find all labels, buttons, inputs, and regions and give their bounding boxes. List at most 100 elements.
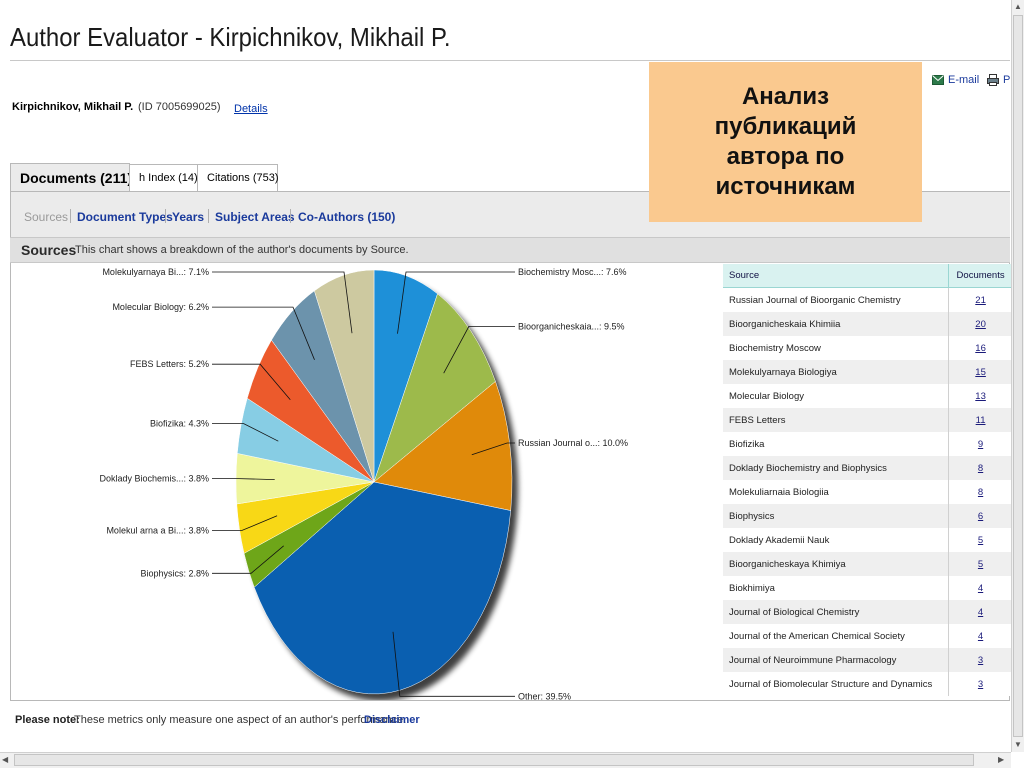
pie-leader-line (212, 478, 275, 480)
table-row: Biofizika 9 (723, 432, 1012, 456)
table-row: Doklady Biochemistry and Biophysics 8 (723, 456, 1012, 480)
source-name-cell: Doklady Biochemistry and Biophysics (723, 456, 949, 480)
source-name-cell: Molekulyarnaya Biologiya (723, 360, 949, 384)
source-name-cell: Journal of Biological Chemistry (723, 600, 949, 624)
scroll-right-arrow-icon[interactable]: ▶ (998, 755, 1005, 764)
pie-slice-label: FEBS Letters: 5.2% (130, 359, 209, 369)
section-title: Sources (21, 242, 77, 258)
header-source: Source (723, 264, 949, 288)
subnav-separator (208, 209, 209, 223)
section-header-bar (10, 237, 1010, 263)
document-count-link[interactable]: 8 (948, 480, 1012, 504)
table-row: Molekulyarnaya Biologiya 15 (723, 360, 1012, 384)
document-count-link[interactable]: 11 (948, 408, 1012, 432)
pie-leader-line (212, 423, 279, 442)
print-link[interactable]: Pr (987, 74, 1014, 86)
table-row: Bioorganicheskaia Khimiia 20 (723, 312, 1012, 336)
pie-slice[interactable] (373, 293, 496, 483)
source-name-cell: Biofizika (723, 432, 949, 456)
document-count-link[interactable]: 8 (948, 456, 1012, 480)
pie-leader-line (397, 271, 515, 334)
document-count-link[interactable]: 9 (948, 432, 1012, 456)
table-row: Biochemistry Moscow 16 (723, 336, 1012, 360)
pie-slice-label: Molecular Biology: 6.2% (112, 302, 209, 312)
subnav-years[interactable]: Years (172, 210, 205, 224)
details-link[interactable]: Details (234, 103, 268, 115)
document-count-link[interactable]: 16 (948, 336, 1012, 360)
pie-leader-line (212, 515, 278, 531)
author-id: (ID 7005699025) (138, 101, 221, 113)
table-row: Journal of the American Chemical Society… (723, 624, 1012, 648)
pie-labels: Biochemistry Mosc...: 7.6% Bioorganichesk… (99, 267, 628, 700)
source-name-cell: Journal of the American Chemical Society (723, 624, 949, 648)
subnav-co-authors[interactable]: Co-Authors (150) (298, 210, 396, 224)
tab-documents[interactable]: Documents (211) (10, 163, 133, 192)
document-count-link[interactable]: 4 (948, 600, 1012, 624)
document-count-link[interactable]: 13 (948, 384, 1012, 408)
document-count-link[interactable]: 4 (948, 624, 1012, 648)
source-name-cell: FEBS Letters (723, 408, 949, 432)
note-label: Please note: (15, 714, 80, 726)
document-count-link[interactable]: 20 (948, 312, 1012, 336)
pie-slice-label: Russian Journal o...: 10.0% (518, 438, 628, 448)
table-row: Journal of Neuroimmune Pharmacology 3 (723, 648, 1012, 672)
document-count-link[interactable]: 21 (948, 287, 1012, 312)
table-row: Journal of Biomolecular Structure and Dy… (723, 672, 1012, 696)
scroll-down-arrow-icon[interactable]: ▼ (1014, 740, 1022, 749)
sources-pie-chart: Biochemistry Mosc...: 7.6% Bioorganichesk… (99, 267, 628, 700)
disclaimer-link[interactable]: Disclaimer (364, 714, 420, 726)
document-count-link[interactable]: 3 (948, 672, 1012, 696)
table-row: Bioorganicheskaya Khimiya 5 (723, 552, 1012, 576)
tab-citations-label: Citations (753) (207, 172, 279, 184)
table-row: Biophysics 6 (723, 504, 1012, 528)
pie-slice-label: Biofizika: 4.3% (150, 419, 209, 429)
pie-slice-label: Other: 39.5% (518, 691, 571, 700)
section-description: This chart shows a breakdown of the auth… (75, 244, 409, 256)
source-name-cell: Journal of Biomolecular Structure and Dy… (723, 672, 949, 696)
table-row: Doklady Akademii Nauk 5 (723, 528, 1012, 552)
pie-slice[interactable] (253, 481, 512, 695)
subnav-sources[interactable]: Sources (24, 210, 69, 224)
pie-leader-line (212, 271, 353, 334)
subnav-separator (165, 209, 166, 223)
pie-slice[interactable] (373, 381, 513, 511)
table-row: Russian Journal of Bioorganic Chemistry 2… (723, 287, 1012, 312)
tab-h-index[interactable]: h Index (14) (129, 164, 198, 191)
pie-leader-line (392, 631, 515, 697)
subnav-separator (70, 209, 71, 223)
subnav-document-types[interactable]: Document Types (77, 210, 173, 224)
tab-documents-label: Documents (211) (20, 170, 133, 186)
email-icon (932, 75, 944, 85)
scroll-left-arrow-icon[interactable]: ◀ (2, 755, 9, 764)
pie-leader-line (443, 326, 515, 374)
subnav-subject-areas[interactable]: Subject Areas (215, 210, 295, 224)
source-name-cell: Biokhimiya (723, 576, 949, 600)
horizontal-scroll-thumb[interactable] (14, 754, 974, 766)
pie-slice[interactable] (373, 269, 438, 483)
pie-slices (235, 269, 513, 695)
pie-slice-label: Biophysics: 2.8% (140, 568, 209, 578)
table-row: Molekuliarnaia Biologiia 8 (723, 480, 1012, 504)
document-count-link[interactable]: 5 (948, 552, 1012, 576)
document-count-link[interactable]: 4 (948, 576, 1012, 600)
document-count-link[interactable]: 3 (948, 648, 1012, 672)
document-count-link[interactable]: 15 (948, 360, 1012, 384)
email-link[interactable]: E-mail (932, 74, 979, 86)
pie-slice[interactable] (314, 269, 375, 483)
vertical-scroll-thumb[interactable] (1013, 15, 1023, 737)
table-header-row: Source Documents (723, 264, 1012, 288)
source-name-cell: Biochemistry Moscow (723, 336, 949, 360)
scroll-up-arrow-icon[interactable]: ▲ (1014, 2, 1022, 11)
pie-slice-label: Molekulyarnaya Bi...: 7.1% (102, 267, 209, 277)
app-title: Author Evaluator - Kirpichnikov, Mikhail… (10, 22, 451, 52)
table-row: Biokhimiya 4 (723, 576, 1012, 600)
source-name-cell: Biophysics (723, 504, 949, 528)
document-count-link[interactable]: 5 (948, 528, 1012, 552)
sources-table: Source Documents Russian Journal of Bioo… (723, 264, 1012, 696)
pie-leader-line (212, 363, 291, 400)
source-name-cell: Doklady Akademii Nauk (723, 528, 949, 552)
document-count-link[interactable]: 6 (948, 504, 1012, 528)
table-row: Molecular Biology 13 (723, 384, 1012, 408)
tab-citations[interactable]: Citations (753) (197, 164, 279, 191)
header-documents: Documents (948, 264, 1012, 288)
